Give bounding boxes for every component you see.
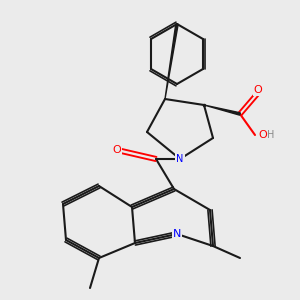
Text: H: H [267, 130, 274, 140]
Text: N: N [173, 229, 181, 239]
Polygon shape [204, 105, 240, 115]
Text: O: O [112, 145, 122, 155]
Polygon shape [165, 24, 178, 99]
Text: O: O [254, 85, 262, 95]
Text: N: N [176, 154, 184, 164]
Text: O: O [258, 130, 267, 140]
